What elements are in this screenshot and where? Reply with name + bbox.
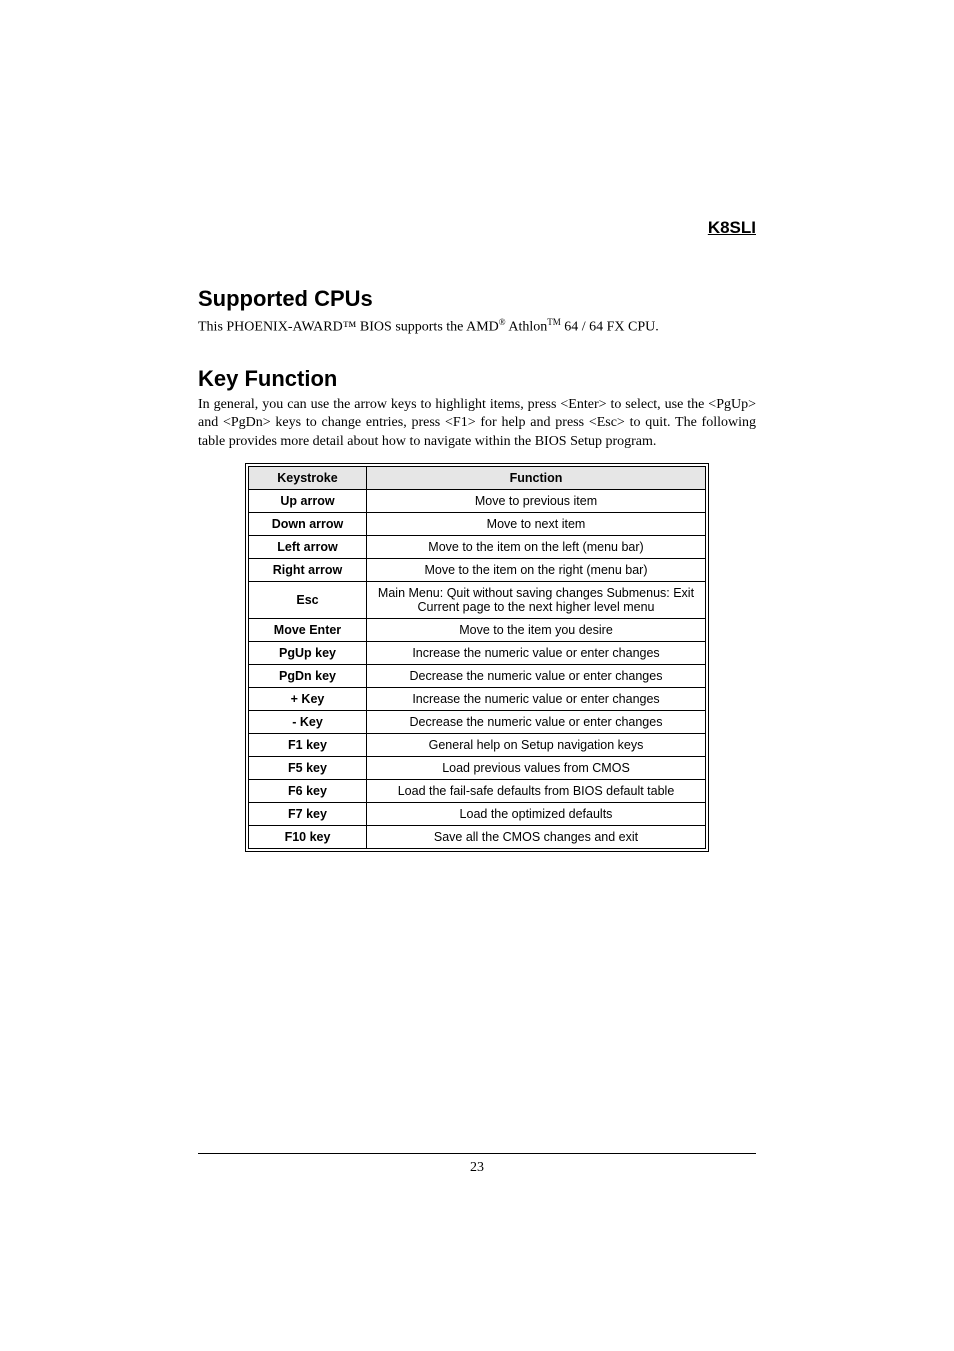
- table-row: F10 keySave all the CMOS changes and exi…: [249, 826, 706, 849]
- function-cell: Increase the numeric value or enter chan…: [367, 642, 706, 665]
- table-row: Up arrowMove to previous item: [249, 490, 706, 513]
- keystroke-cell: Down arrow: [249, 513, 367, 536]
- keystroke-cell: PgDn key: [249, 665, 367, 688]
- table-row: PgUp keyIncrease the numeric value or en…: [249, 642, 706, 665]
- function-cell: Move to previous item: [367, 490, 706, 513]
- function-cell: General help on Setup navigation keys: [367, 734, 706, 757]
- keystroke-cell: F10 key: [249, 826, 367, 849]
- keystroke-cell: F5 key: [249, 757, 367, 780]
- col-keystroke: Keystroke: [249, 467, 367, 490]
- table-row: F7 keyLoad the optimized defaults: [249, 803, 706, 826]
- cpus-text-post: 64 / 64 FX CPU.: [561, 320, 659, 335]
- page-footer: 23: [198, 1153, 756, 1176]
- registered-mark: ®: [499, 317, 506, 327]
- table-row: F6 keyLoad the fail-safe defaults from B…: [249, 780, 706, 803]
- key-function-text: In general, you can use the arrow keys t…: [198, 396, 756, 453]
- keystroke-cell: Right arrow: [249, 559, 367, 582]
- supported-cpus-heading: Supported CPUs: [198, 286, 756, 312]
- key-function-heading: Key Function: [198, 366, 756, 392]
- table-row: Move EnterMove to the item you desire: [249, 619, 706, 642]
- keystroke-cell: PgUp key: [249, 642, 367, 665]
- keystroke-cell: F7 key: [249, 803, 367, 826]
- keystroke-cell: F6 key: [249, 780, 367, 803]
- function-cell: Increase the numeric value or enter chan…: [367, 688, 706, 711]
- product-header: K8SLI: [198, 218, 756, 238]
- keystroke-cell: Left arrow: [249, 536, 367, 559]
- table-row: F5 keyLoad previous values from CMOS: [249, 757, 706, 780]
- function-cell: Move to next item: [367, 513, 706, 536]
- keystroke-cell: Esc: [249, 582, 367, 619]
- function-cell: Move to the item you desire: [367, 619, 706, 642]
- function-cell: Load the fail-safe defaults from BIOS de…: [367, 780, 706, 803]
- keystroke-cell: F1 key: [249, 734, 367, 757]
- function-cell: Decrease the numeric value or enter chan…: [367, 711, 706, 734]
- function-cell: Save all the CMOS changes and exit: [367, 826, 706, 849]
- cpus-text-mid: Athlon: [506, 320, 548, 335]
- table-row: Left arrowMove to the item on the left (…: [249, 536, 706, 559]
- keystroke-table: Keystroke Function Up arrowMove to previ…: [248, 466, 706, 849]
- table-row: + KeyIncrease the numeric value or enter…: [249, 688, 706, 711]
- function-cell: Move to the item on the left (menu bar): [367, 536, 706, 559]
- keystroke-cell: - Key: [249, 711, 367, 734]
- table-body: Up arrowMove to previous item Down arrow…: [249, 490, 706, 849]
- function-cell: Load previous values from CMOS: [367, 757, 706, 780]
- table-row: Down arrowMove to next item: [249, 513, 706, 536]
- table-row: F1 keyGeneral help on Setup navigation k…: [249, 734, 706, 757]
- table-row: - KeyDecrease the numeric value or enter…: [249, 711, 706, 734]
- function-cell: Decrease the numeric value or enter chan…: [367, 665, 706, 688]
- keystroke-cell: Up arrow: [249, 490, 367, 513]
- function-cell: Move to the item on the right (menu bar): [367, 559, 706, 582]
- supported-cpus-text: This PHOENIX-AWARD™ BIOS supports the AM…: [198, 316, 756, 338]
- table-row: Right arrowMove to the item on the right…: [249, 559, 706, 582]
- page-number: 23: [198, 1160, 756, 1176]
- table-row: PgDn keyDecrease the numeric value or en…: [249, 665, 706, 688]
- trademark-mark: TM: [547, 317, 561, 327]
- function-cell: Main Menu: Quit without saving changes S…: [367, 582, 706, 619]
- footer-rule: [198, 1153, 756, 1154]
- table-row: EscMain Menu: Quit without saving change…: [249, 582, 706, 619]
- cpus-text-pre: This PHOENIX-AWARD™ BIOS supports the AM…: [198, 320, 499, 335]
- keystroke-cell: + Key: [249, 688, 367, 711]
- keystroke-cell: Move Enter: [249, 619, 367, 642]
- page-content: K8SLI Supported CPUs This PHOENIX-AWARD™…: [0, 0, 954, 849]
- col-function: Function: [367, 467, 706, 490]
- table-header-row: Keystroke Function: [249, 467, 706, 490]
- function-cell: Load the optimized defaults: [367, 803, 706, 826]
